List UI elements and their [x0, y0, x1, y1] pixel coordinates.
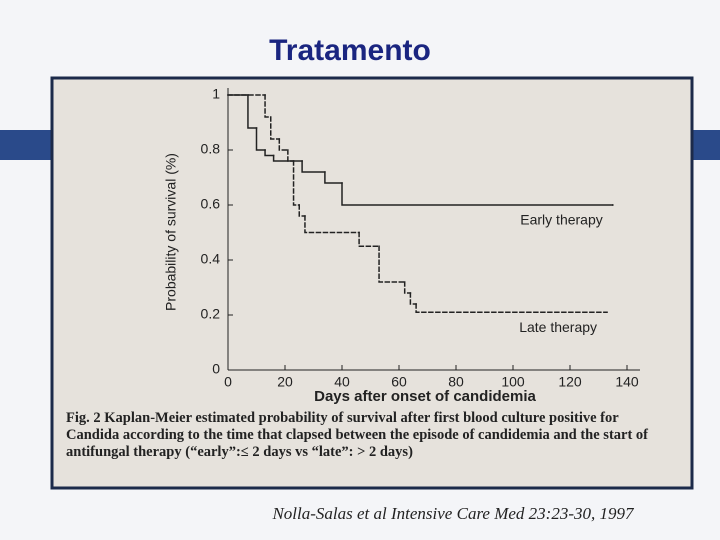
step-segment: [301, 160, 326, 173]
x-tick-label: 0: [224, 374, 232, 390]
figure-frame: [50, 76, 694, 490]
step-segment: [304, 215, 360, 234]
step-segment: [358, 231, 380, 247]
step-segment: [255, 127, 266, 151]
series-label: Late therapy: [519, 319, 597, 335]
x-tick-label: 120: [558, 374, 582, 390]
step-segment: [247, 94, 258, 129]
step-segment: [264, 149, 275, 157]
step-segment: [270, 116, 281, 140]
y-tick-label: 0.4: [201, 251, 221, 267]
y-tick-label: 0: [212, 361, 220, 377]
slide-title: Tratamento: [269, 34, 431, 67]
step-segment: [287, 149, 295, 162]
step-segment: [403, 281, 412, 294]
y-tick-label: 0.6: [201, 196, 221, 212]
y-tick-label: 1: [212, 86, 220, 102]
y-tick-label: 0.8: [201, 141, 221, 157]
x-tick-label: 140: [615, 374, 639, 390]
step-segment: [324, 171, 343, 184]
step-segment: [409, 292, 417, 305]
step-segment: [292, 160, 300, 206]
step-segment: [278, 138, 289, 151]
step-segment: [415, 303, 608, 313]
caption: Fig. 2 Kaplan-Meier estimated probabilit…: [66, 410, 648, 460]
x-tick-label: 40: [334, 374, 350, 390]
x-tick-label: 80: [448, 374, 464, 390]
y-tick-label: 0.2: [201, 306, 221, 322]
x-tick-label: 20: [277, 374, 293, 390]
x-axis-label: Days after onset of candidemia: [314, 388, 536, 405]
x-tick-label: 100: [501, 374, 525, 390]
series-label: Early therapy: [520, 212, 602, 228]
step-segment: [341, 182, 614, 206]
step-segment: [264, 94, 272, 118]
step-segment: [298, 204, 306, 217]
citation: Nolla-Salas et al Intensive Care Med 23:…: [271, 504, 635, 523]
step-segment: [378, 245, 406, 283]
y-axis-label: Probability of survival (%): [163, 153, 179, 311]
x-tick-label: 60: [391, 374, 407, 390]
